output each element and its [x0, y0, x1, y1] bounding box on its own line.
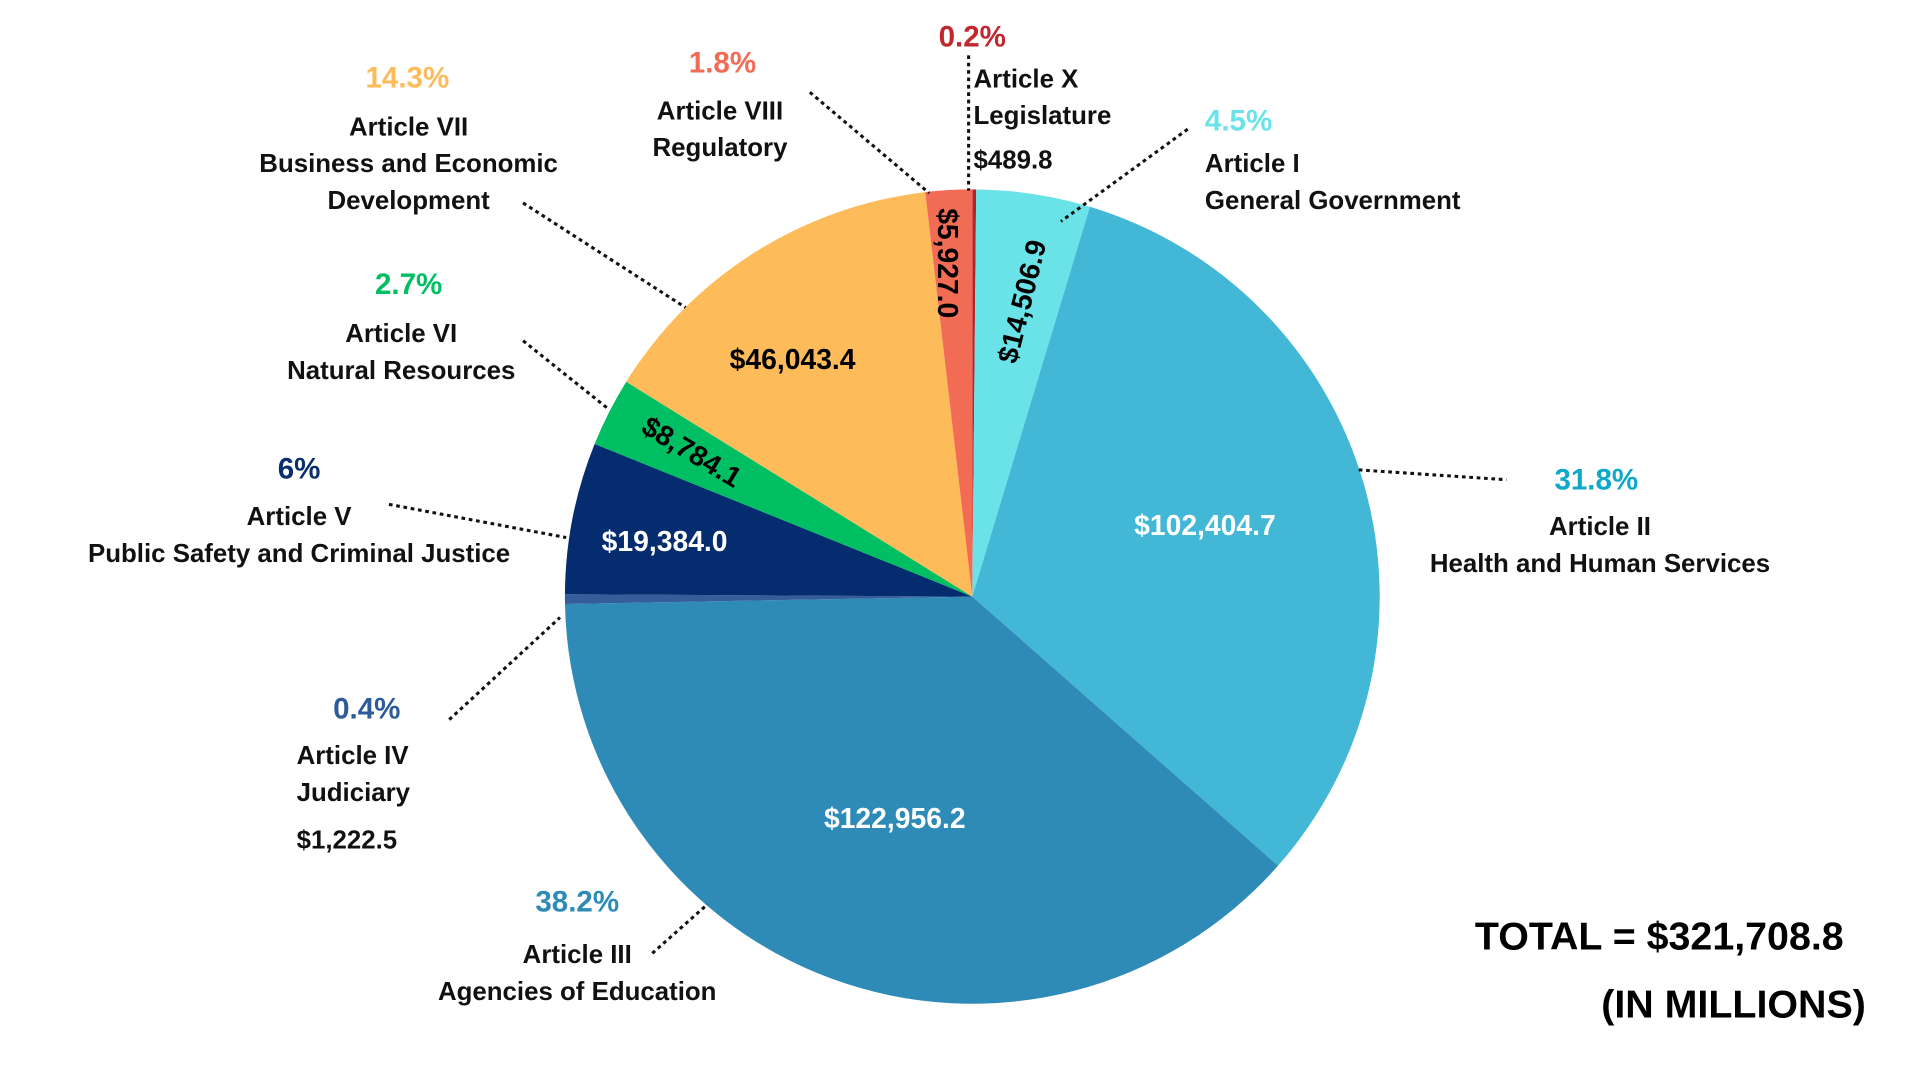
sublabel2-article-vii: Development — [327, 187, 490, 215]
percent-label-article-ii: 31.8% — [1554, 464, 1638, 497]
percent-label-article-iii: 38.2% — [535, 885, 619, 918]
sublabel-article-vii: Business and Economic — [259, 150, 558, 178]
label-article-ii: Article II — [1549, 513, 1651, 541]
sublabel-article-v: Public Safety and Criminal Justice — [88, 540, 510, 568]
pie-slice-article-vi — [594, 381, 973, 597]
value-label-article-vii: $46,043.4 — [730, 343, 856, 375]
pie-slice-article-vii — [626, 192, 973, 597]
value-label-article-iii: $122,956.2 — [824, 802, 966, 834]
label-article-viii: Article VIII — [657, 97, 783, 125]
percent-label-article-vii: 14.3% — [366, 61, 450, 94]
sublabel-article-ii: Health and Human Services — [1430, 550, 1770, 578]
label-article-x: Article X — [974, 65, 1079, 93]
percent-label-article-i: 4.5% — [1205, 104, 1272, 137]
leader-line-article-ii — [1358, 468, 1507, 482]
units-label: (IN MILLIONS) — [1601, 982, 1866, 1026]
label-article-vii: Article VII — [349, 113, 468, 141]
sublabel-article-iv: Judiciary — [297, 779, 411, 807]
leader-line-article-vi — [522, 339, 611, 411]
pie-slice-article-viii — [925, 189, 973, 597]
value-label-article-ii: $102,404.7 — [1134, 509, 1276, 541]
leader-line-article-vii — [522, 201, 687, 309]
label-article-i: Article I — [1205, 150, 1300, 178]
pie-slice-article-iii — [564, 596, 1279, 1004]
percent-label-article-viii: 1.8% — [689, 47, 756, 80]
leader-line-article-i — [1060, 127, 1189, 223]
outside-value-article-x: $489.8 — [974, 147, 1053, 175]
pie-slice-article-v — [564, 443, 973, 597]
leader-line-article-iii — [651, 902, 709, 955]
percent-label-article-vi: 2.7% — [375, 268, 442, 301]
sublabel-article-vi: Natural Resources — [287, 357, 515, 385]
leader-line-article-v — [388, 502, 567, 540]
percent-label-article-v: 6% — [278, 453, 321, 486]
percent-label-article-x: 0.2% — [939, 21, 1006, 54]
leader-line-article-iv — [448, 616, 562, 721]
pie-slices — [564, 189, 1380, 1004]
leader-lines — [388, 55, 1507, 955]
outside-value-article-iv: $1,222.5 — [297, 827, 398, 855]
sublabel-article-x: Legislature — [974, 102, 1112, 130]
pie-slice-article-x — [972, 189, 977, 597]
sublabel-article-i: General Government — [1205, 187, 1461, 215]
pie-slice-article-i — [972, 189, 1090, 597]
pie-slice-article-ii — [972, 206, 1380, 866]
sublabel-article-viii: Regulatory — [653, 134, 789, 162]
total-label: TOTAL = $321,708.8 — [1475, 915, 1844, 959]
value-label-article-viii: $5,927.0 — [932, 208, 964, 318]
pie-slice-article-iv — [564, 594, 973, 604]
label-article-v: Article V — [247, 503, 353, 531]
leader-line-article-viii — [808, 91, 931, 195]
label-article-iv: Article IV — [297, 742, 410, 770]
sublabel-article-iii: Agencies of Education — [438, 978, 717, 1006]
value-label-article-v: $19,384.0 — [602, 525, 728, 557]
label-article-vi: Article VI — [345, 320, 457, 348]
label-article-iii: Article III — [523, 941, 632, 969]
percent-label-article-iv: 0.4% — [333, 692, 400, 725]
